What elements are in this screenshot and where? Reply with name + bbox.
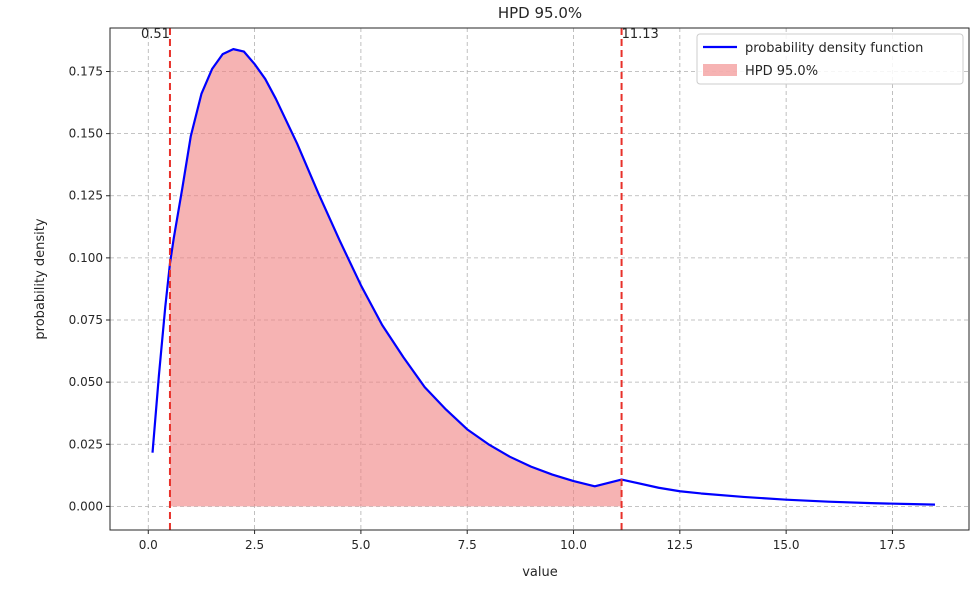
y-tick-label: 0.000 <box>69 499 103 513</box>
y-axis-label: probability density <box>33 218 48 339</box>
plot-frame <box>109 27 970 531</box>
hpd-lower-label: 0.51 <box>141 27 170 42</box>
y-tick-label: 0.175 <box>69 64 103 78</box>
hpd-upper-label: 11.13 <box>622 27 659 42</box>
x-axis-label: value <box>522 565 558 580</box>
legend: probability density function HPD 95.0% <box>696 33 964 85</box>
chart-title: HPD 95.0% <box>498 4 582 22</box>
x-tick-label: 7.5 <box>458 538 477 552</box>
y-axis-ticks: 0.000 0.025 0.050 0.075 0.100 0.125 0.150 0.175 <box>69 64 110 513</box>
x-tick-label: 2.5 <box>245 538 264 552</box>
legend-box <box>696 33 964 85</box>
legend-pdf-label: probability density function <box>745 41 923 56</box>
legend-hpd-label: HPD 95.0% <box>745 64 818 79</box>
x-tick-label: 5.0 <box>351 538 370 552</box>
x-tick-label: 17.5 <box>879 538 906 552</box>
y-tick-label: 0.025 <box>69 437 103 451</box>
y-tick-label: 0.075 <box>69 313 103 327</box>
x-axis-ticks: 0.0 2.5 5.0 7.5 10.0 12.5 15.0 17.5 <box>139 530 906 552</box>
hpd-area <box>169 49 622 507</box>
y-tick-label: 0.050 <box>69 375 103 389</box>
y-tick-label: 0.125 <box>69 189 103 203</box>
x-tick-label: 10.0 <box>560 538 587 552</box>
x-tick-label: 15.0 <box>773 538 800 552</box>
x-tick-label: 12.5 <box>666 538 693 552</box>
y-tick-label: 0.150 <box>69 127 103 141</box>
y-tick-label: 0.100 <box>69 251 103 265</box>
pdf-line <box>151 48 936 506</box>
hpd-annotations: 0.51 11.13 <box>141 27 659 42</box>
hpd-fill-layer <box>169 49 622 507</box>
pdf-line-layer <box>151 48 936 506</box>
hpd-bounds-layer <box>168 28 623 530</box>
x-tick-label: 0.0 <box>139 538 158 552</box>
legend-hpd-swatch <box>703 64 737 76</box>
